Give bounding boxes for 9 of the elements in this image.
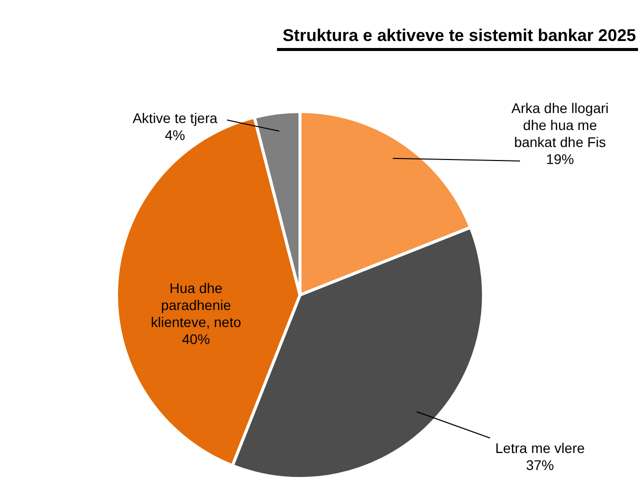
data-label: 40% (182, 330, 210, 347)
slice-label: Aktive te tjera (132, 110, 218, 126)
data-label: 19% (546, 150, 574, 167)
chart-title: Struktura e aktiveve te sistemit bankar 2025 (276, 26, 638, 51)
data-label: 37% (526, 456, 554, 473)
slice-label: Letra me vlere (495, 440, 585, 456)
slice-label: Arka dhe llogari dhe hua me bankat dhe Fis (511, 100, 609, 150)
slice-label: Hua dhe paradhenie klienteve, neto (150, 280, 242, 330)
data-label: 4% (164, 126, 186, 143)
